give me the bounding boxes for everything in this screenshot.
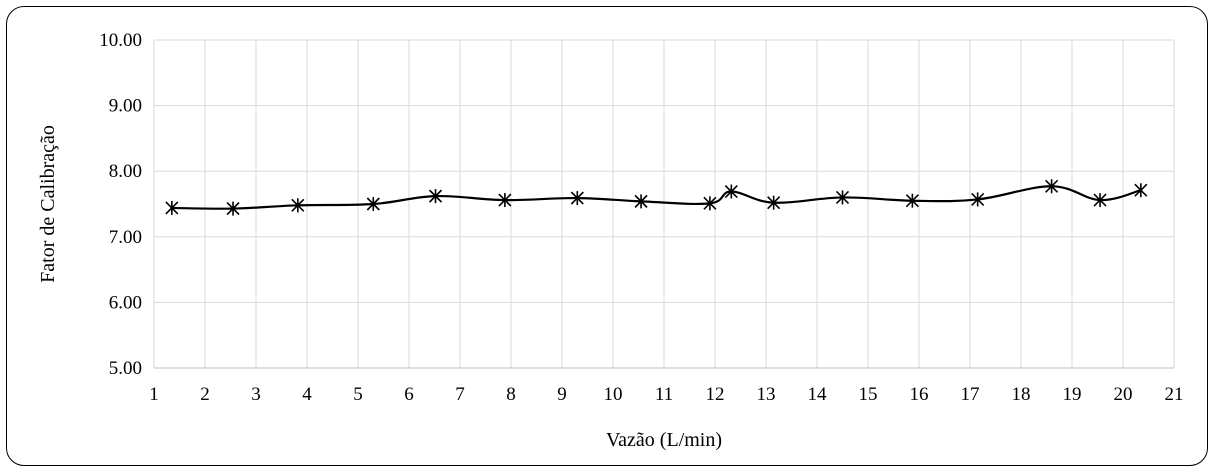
x-tick-label: 5 bbox=[353, 384, 363, 405]
data-point-marker bbox=[767, 195, 781, 210]
y-tick-label: 7.00 bbox=[109, 227, 142, 248]
x-tick-label: 6 bbox=[404, 384, 414, 405]
x-tick-label: 17 bbox=[961, 384, 980, 405]
x-tick-label: 13 bbox=[757, 384, 776, 405]
y-tick-label: 10.00 bbox=[99, 30, 142, 51]
data-point-marker bbox=[835, 190, 850, 205]
data-point-marker bbox=[570, 191, 584, 206]
y-tick-label: 5.00 bbox=[109, 358, 142, 379]
x-tick-label: 3 bbox=[251, 384, 261, 405]
data-point-marker bbox=[1134, 183, 1148, 198]
x-tick-label: 10 bbox=[604, 384, 623, 405]
data-point-marker bbox=[498, 193, 512, 208]
x-tick-labels: 1 2 3 4 5 6 7 8 9 10 11 12 13 14 15 16 17 18 19 20 21 bbox=[149, 384, 1183, 405]
x-axis-title: Vazão (L/min) bbox=[606, 429, 722, 451]
data-point-marker bbox=[724, 184, 738, 199]
x-tick-label: 21 bbox=[1165, 384, 1184, 405]
data-point-marker bbox=[1093, 193, 1107, 208]
data-point-marker bbox=[971, 192, 985, 207]
x-tick-label: 1 bbox=[149, 384, 159, 405]
y-tick-label: 8.00 bbox=[109, 161, 142, 182]
x-tick-label: 20 bbox=[1114, 384, 1133, 405]
x-tick-label: 9 bbox=[557, 384, 567, 405]
x-tick-label: 12 bbox=[706, 384, 725, 405]
x-tick-label: 4 bbox=[302, 384, 312, 405]
series-line bbox=[171, 185, 1142, 210]
data-point-marker bbox=[428, 189, 443, 204]
data-point-marker bbox=[905, 193, 919, 208]
y-tick-label: 6.00 bbox=[109, 292, 142, 313]
chart-frame bbox=[6, 6, 1208, 466]
x-tick-label: 11 bbox=[655, 384, 673, 405]
y-tick-label: 9.00 bbox=[109, 96, 142, 117]
y-tick-labels: 5.00 6.00 7.00 8.00 9.00 10.00 bbox=[99, 30, 142, 379]
x-tick-label: 2 bbox=[200, 384, 210, 405]
data-point-marker bbox=[1045, 179, 1059, 194]
x-tick-label: 7 bbox=[455, 384, 465, 405]
data-point-marker bbox=[634, 194, 648, 209]
gridlines bbox=[153, 39, 1175, 369]
series-markers bbox=[165, 179, 1148, 216]
x-tick-label: 14 bbox=[808, 384, 828, 405]
data-point-marker bbox=[291, 198, 305, 213]
data-point-marker bbox=[703, 196, 717, 211]
data-point-marker bbox=[165, 200, 179, 215]
x-tick-label: 19 bbox=[1063, 384, 1082, 405]
x-tick-label: 8 bbox=[506, 384, 516, 405]
x-tick-label: 15 bbox=[859, 384, 878, 405]
y-axis-title: Fator de Calibração bbox=[37, 125, 59, 283]
data-point-marker bbox=[226, 201, 240, 216]
x-tick-label: 16 bbox=[910, 384, 929, 405]
x-tick-label: 18 bbox=[1012, 384, 1031, 405]
data-point-marker bbox=[366, 197, 380, 211]
